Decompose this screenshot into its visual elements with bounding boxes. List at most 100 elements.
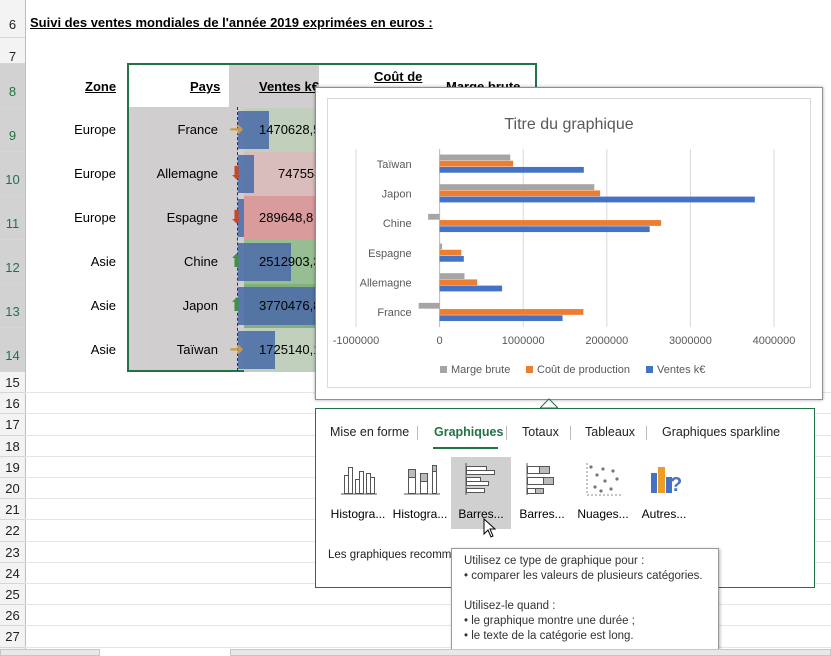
y-category-label: France [377,307,411,319]
row-header-7[interactable]: 7 [0,38,25,64]
row-header-22[interactable]: 22 [0,520,25,542]
stacked-column-chart-button[interactable]: Histogra... [390,457,450,529]
legend-swatch [440,366,447,373]
tab-graphiques[interactable]: Graphiques [434,425,504,439]
row-header-20[interactable]: 20 [0,478,25,500]
row-header-18[interactable]: 18 [0,436,25,457]
cell-ventes[interactable]: 1470628,5 [259,122,316,137]
bar-marge [418,302,440,309]
tooltip-line: • comparer les valeurs de plusieurs caté… [464,570,703,582]
row-header-21[interactable]: 21 [0,499,25,521]
row-header-24[interactable]: 24 [0,563,25,584]
cell-ventes[interactable]: 3770476,8 [259,298,316,313]
recommended-charts-link[interactable]: Les graphiques recomma [328,549,458,561]
cell-zone[interactable]: Europe [74,166,116,181]
header-pays[interactable]: Pays [190,79,221,94]
scatter-chart-button[interactable]: Nuages... [573,457,633,529]
row-header-10[interactable]: 10 [0,152,25,196]
data-bar [238,287,318,325]
tab-totaux[interactable]: Totaux [522,425,559,439]
bar-ventes [439,196,755,203]
header-ventes[interactable]: Ventes k€ [259,79,319,94]
icon-label: Nuages... [577,507,629,521]
bar-ventes [439,226,650,233]
bar-cout [439,249,462,256]
gridline [25,604,831,606]
icon-label: Barres... [458,507,504,521]
legend-swatch [646,366,653,373]
row-header-6[interactable]: 6 [0,0,25,38]
sheet-title: Suivi des ventes mondiales de l'année 20… [30,15,433,30]
active-tab-underline [433,447,498,449]
row-header-26[interactable]: 26 [0,605,25,627]
tab-tableaux[interactable]: Tableaux [585,425,636,439]
row-header-12[interactable]: 12 [0,240,25,284]
arrow-down-icon: ⬇ [229,163,245,183]
header-zone[interactable]: Zone [85,79,117,94]
row-header-13[interactable]: 13 [0,284,25,328]
row-header-8[interactable]: 8 [0,64,25,108]
icon-label: Barres... [519,507,565,521]
cell-pays[interactable]: Taïwan [176,342,218,357]
cell-ventes[interactable]: 747558 [278,166,316,181]
row-header-23[interactable]: 23 [0,542,25,563]
stacked-bar-chart-button[interactable]: Barres... [512,457,572,529]
scatter-icon [586,463,621,496]
tab-graphiques-sparkline[interactable]: Graphiques sparkline [662,425,781,439]
tab-mise-en-forme[interactable]: Mise en forme [330,425,410,439]
cell-zone[interactable]: Europe [74,122,116,137]
horizontal-scrollbar[interactable] [230,649,831,656]
cell-zone[interactable]: Asie [90,342,116,357]
clustered-bar-chart-button[interactable]: Barres... [451,457,511,529]
clustered-column-chart-button[interactable]: Histogra... [328,457,388,529]
row-header-15[interactable]: 15 [0,372,25,394]
gridline [25,646,831,648]
cell-ventes[interactable]: 289648,8 [259,210,314,225]
row-header-17[interactable]: 17 [0,414,25,436]
data-bar [238,111,270,149]
row-header-11[interactable]: 11 [0,196,25,240]
bar-cout [439,160,514,167]
header-cout[interactable]: Coût de [374,69,423,84]
cell-pays[interactable]: Allemagne [156,166,218,181]
chart-area[interactable]: Titre du graphique -1000000 0 1000000 200000… [327,98,811,388]
row-header-25[interactable]: 25 [0,584,25,606]
cell-ventes[interactable]: 2512903,36 [259,254,316,269]
stacked-bar-icon [526,463,554,495]
ventes-header-bg [229,65,319,107]
x-tick-label: 2000000 [585,335,628,347]
legend-entry: Ventes k€ [657,364,705,376]
row-header-19[interactable]: 19 [0,457,25,478]
gridline [25,625,831,627]
chart-preview[interactable]: Titre du graphique -1000000 0 1000000 200000… [315,87,823,400]
cell-pays[interactable]: Espagne [166,210,218,225]
cell-zone[interactable]: Asie [90,298,116,313]
bar-cout [439,220,662,226]
chart-type-tooltip: Utilisez ce type de graphique pour : • c… [451,548,719,650]
row-header-9[interactable]: 9 [0,108,25,152]
bar-cout [439,190,601,197]
tooltip-line: Utilisez ce type de graphique pour : [464,555,645,567]
y-category-label: Japon [382,189,412,201]
more-charts-icon: ? [651,467,682,496]
row-header-16[interactable]: 16 [0,393,25,415]
data-bar [238,331,275,369]
cell-pays[interactable]: Chine [184,254,218,269]
row-header-14[interactable]: 14 [0,328,25,372]
data-bar [238,243,292,281]
icon-label: Histogra... [330,507,386,521]
mouse-cursor-icon [483,518,497,538]
cell-ventes[interactable]: 1725140,16 [259,342,316,357]
tooltip-line: • le graphique montre une durée ; [464,615,635,627]
cell-pays[interactable]: Japon [182,298,218,313]
arrow-right-icon: ➜ [229,339,245,359]
more-charts-button[interactable]: ? Autres... [634,457,694,529]
x-tick-label: 4000000 [753,335,796,347]
cell-pays[interactable]: France [177,122,218,137]
cell-background [244,196,316,240]
sheet-tabs-area[interactable] [0,649,100,656]
cell-zone[interactable]: Europe [74,210,116,225]
cell-zone[interactable]: Asie [90,254,116,269]
arrow-up-icon: ⬆ [229,295,245,315]
row-header-27[interactable]: 27 [0,626,25,648]
